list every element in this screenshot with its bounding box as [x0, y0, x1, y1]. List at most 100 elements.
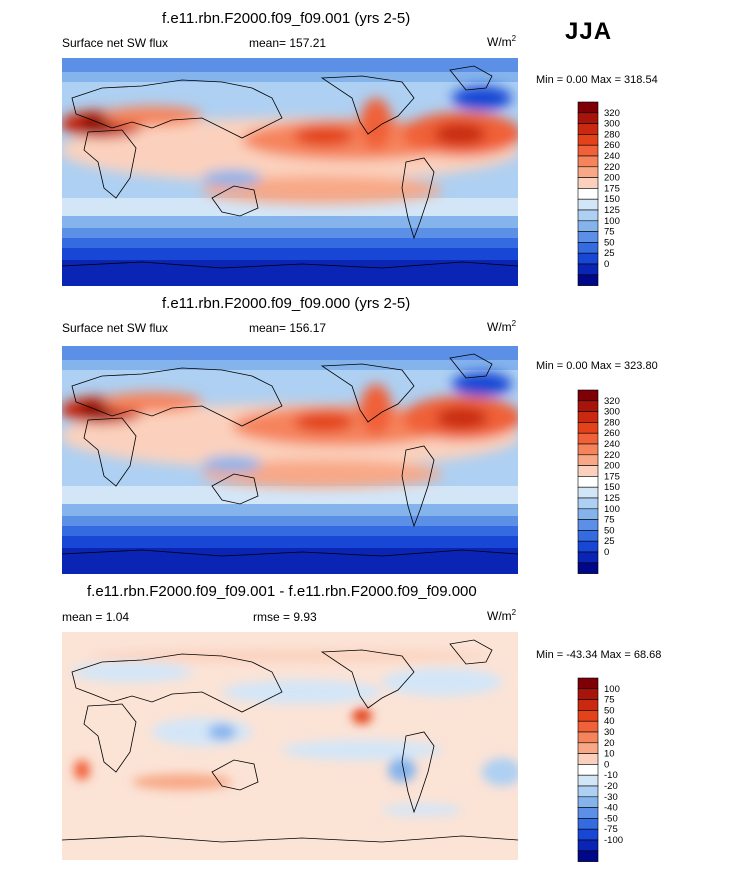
panel-2-colorbar-swatch: [577, 443, 599, 456]
panel-2-colorbar-swatch: [577, 540, 599, 553]
panel-3-colorbar-swatch: [577, 839, 599, 852]
panel-2-colorbar-label: 0: [604, 547, 609, 558]
panel-1-colorbar-label: 125: [604, 205, 620, 216]
panel-2-colorbar-swatch: [577, 530, 599, 542]
panel-1-colorbar-swatch: [577, 166, 599, 178]
panel-3-colorbar-swatch: [577, 796, 599, 808]
panel-3-colorbar-swatch: [577, 688, 599, 700]
panel-3-colorbar-label: -50: [604, 813, 618, 824]
panel-2-colorbar-swatch: [577, 389, 599, 402]
panel-1-colorbar-label: 100: [604, 216, 620, 227]
season-label: JJA: [565, 18, 613, 45]
panel-1-colorbar-label: 75: [604, 227, 615, 238]
panel-2-colorbar-swatch: [577, 411, 599, 423]
panel-3-colorbar-swatch: [577, 742, 599, 754]
panel-3-mean: mean = 1.04: [62, 610, 130, 624]
panel-1-colorbar-label: 240: [604, 151, 620, 162]
panel-1-colorbar-label: 200: [604, 173, 620, 184]
panel-1-colorbar-swatch: [577, 274, 599, 286]
panel-2-colorbar-swatch: [577, 454, 599, 466]
panel-3-colorbar-label: 10: [604, 749, 615, 760]
panel-3-colorbar-label: -75: [604, 824, 618, 835]
panel-1-colorbar-swatch: [577, 101, 599, 114]
panel-3-colorbar-label: -30: [604, 792, 618, 803]
panel-1-colorbar-swatch: [577, 220, 599, 232]
panel-2-colorbar-label: 220: [604, 450, 620, 461]
panel-2-mean: mean= 156.17: [249, 321, 327, 335]
panel-3-colorbar-label: 50: [604, 705, 615, 716]
panel-3-map: [62, 632, 518, 860]
panel-1-colorbar-label: 260: [604, 140, 620, 151]
panel-3-colorbar-swatches: [577, 677, 599, 862]
panel-1-colorbar-swatch: [577, 123, 599, 135]
panel-2-colorbar-swatch: [577, 422, 599, 434]
panel-3-colorbar-swatch: [577, 850, 599, 862]
panel-3-colorbar-swatch: [577, 828, 599, 841]
panel-1-colorbar-label: 280: [604, 129, 620, 140]
panel-1-colorbar-label: 50: [604, 237, 615, 248]
panel-3-colorbar-swatch: [577, 720, 599, 733]
panel-2-colorbar-label: 280: [604, 417, 620, 428]
panel-2-colorbar-swatch: [577, 551, 599, 564]
panel-2-colorbar-label: 25: [604, 536, 615, 547]
panel-3-colorbar-label: 40: [604, 716, 615, 727]
panel-2-colorbar-label: 75: [604, 515, 615, 526]
panel-3-colorbar-label: -40: [604, 803, 618, 814]
panel-1-colorbar-swatches: [577, 101, 599, 286]
panel-1-colorbar-label: 175: [604, 183, 620, 194]
panel-3-minmax: Min = -43.34 Max = 68.68: [536, 649, 662, 661]
panel-1-colorbar-swatch: [577, 112, 599, 124]
panel-3-colorbar-swatch: [577, 731, 599, 744]
panel-2-colorbar-swatch: [577, 486, 599, 499]
panel-3-colorbar-label: 75: [604, 695, 615, 706]
panel-2-colorbar-label: 240: [604, 439, 620, 450]
panel-1-colorbar-swatch: [577, 177, 599, 189]
panel-1-colorbar-swatch: [577, 242, 599, 254]
panel-1-mean: mean= 157.21: [249, 36, 327, 50]
panel-3-colorbar-swatch: [577, 677, 599, 690]
panel-1-variable-label: Surface net SW flux: [62, 36, 169, 50]
panel-2-colorbar-swatch: [577, 562, 599, 574]
panel-2-title: f.e11.rbn.F2000.f09_f09.000 (yrs 2-5): [162, 295, 411, 312]
panel-1-colorbar-swatch: [577, 263, 599, 276]
panel-1-colorbar-label: 25: [604, 248, 615, 259]
panel-3-colorbar-label: -100: [604, 835, 623, 846]
panel-1-colorbar-label: 0: [604, 259, 609, 270]
panel-3-colorbar-swatch: [577, 699, 599, 711]
panel-2-colorbar-label: 175: [604, 471, 620, 482]
panel-1-colorbar-swatch: [577, 155, 599, 168]
panel-3-colorbar-label: 20: [604, 738, 615, 749]
panel-1-units: W/m2: [487, 34, 517, 49]
panel-2-units: W/m2: [487, 319, 517, 334]
panel-2-colorbar-label: 300: [604, 407, 620, 418]
panel-3-colorbar-label: 30: [604, 727, 615, 738]
panel-2-colorbar-swatch: [577, 508, 599, 520]
panel-2-colorbar-swatch: [577, 476, 599, 488]
panel-3-colorbar-swatch: [577, 710, 599, 722]
panel-1-map: [62, 58, 518, 286]
panel-3-colorbar-swatch: [577, 753, 599, 765]
panel-1-colorbar-swatch: [577, 188, 599, 200]
panel-1-colorbar-label: 320: [604, 108, 620, 119]
panel-1-colorbar-swatch: [577, 231, 599, 243]
panel-1-colorbar-swatch: [577, 209, 599, 222]
panel-3-colorbar-swatch: [577, 785, 599, 798]
panel-3-colorbar-label: -20: [604, 781, 618, 792]
panel-2-colorbar-label: 260: [604, 428, 620, 439]
panel-3-colorbar-swatch: [577, 818, 599, 830]
panel-2-colorbar-swatch: [577, 465, 599, 477]
panel-2-colorbar-swatch: [577, 400, 599, 412]
panel-2-colorbar-label: 50: [604, 525, 615, 536]
panel-2-colorbar-label: 200: [604, 461, 620, 472]
panel-3-colorbar-swatch: [577, 764, 599, 776]
panel-2-colorbar-swatch: [577, 519, 599, 531]
panel-3-colorbar-swatch: [577, 774, 599, 787]
panel-1-colorbar-swatch: [577, 144, 599, 157]
panel-2-minmax: Min = 0.00 Max = 323.80: [536, 360, 658, 372]
panel-2-colorbar-swatch: [577, 497, 599, 510]
panel-3-rmse: rmse = 9.93: [253, 610, 317, 624]
panel-2-map: [62, 346, 518, 574]
